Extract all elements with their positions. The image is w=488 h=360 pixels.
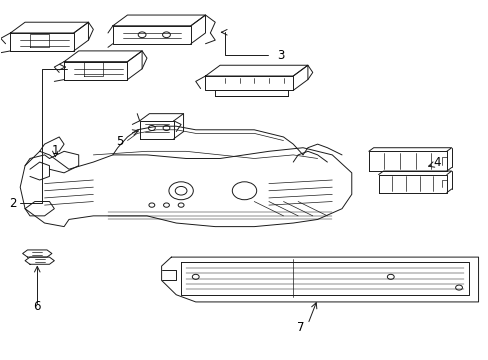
Text: 1: 1 [51, 144, 59, 157]
Text: 5: 5 [116, 135, 123, 148]
Text: 2: 2 [9, 197, 17, 210]
Text: 4: 4 [432, 156, 440, 169]
Text: 7: 7 [296, 321, 304, 334]
Text: 3: 3 [277, 49, 284, 62]
Text: 6: 6 [34, 300, 41, 313]
